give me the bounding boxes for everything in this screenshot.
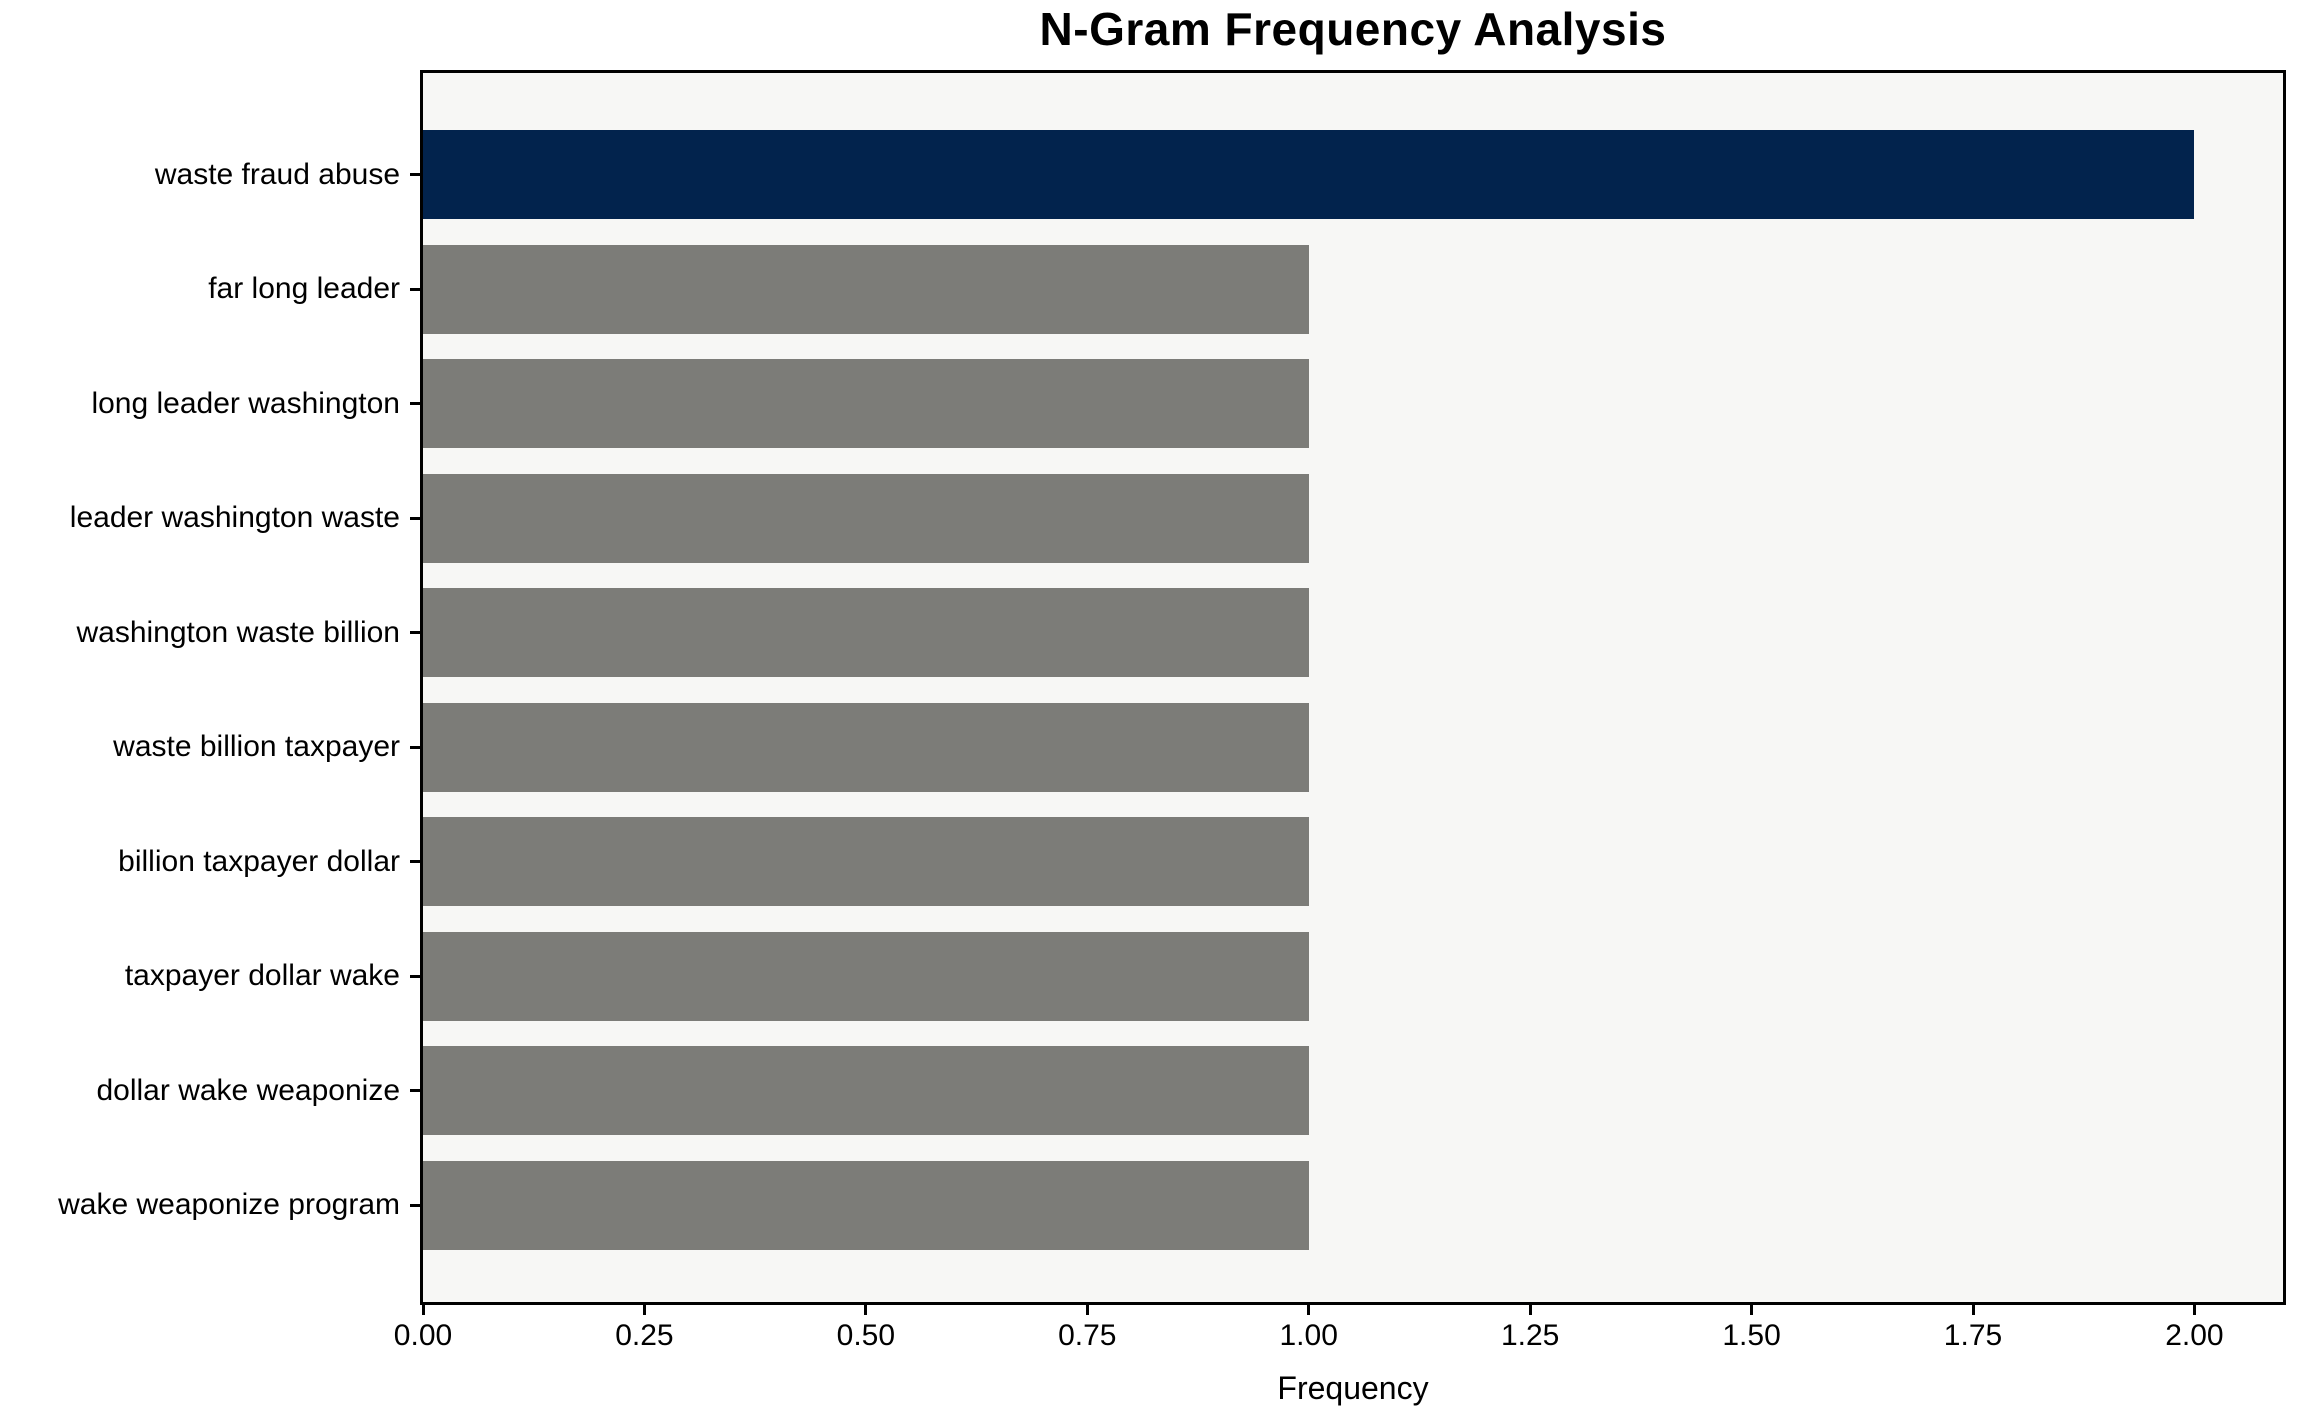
x-tick-label: 1.50 (1722, 1319, 1781, 1352)
y-tick-label: waste fraud abuse (154, 157, 400, 191)
y-tick-label: billion taxpayer dollar (118, 844, 400, 878)
plot-area (420, 70, 2286, 1305)
bar-far-long-leader (423, 244, 1309, 334)
y-tick-label: leader washington waste (69, 501, 400, 534)
y-tick-mark (410, 1203, 420, 1207)
bar-washington-waste-billion (423, 588, 1309, 677)
x-tick-label: 1.00 (1279, 1319, 1338, 1352)
y-tick-mark (410, 631, 420, 634)
bar-waste-fraud-abuse (423, 130, 2195, 219)
y-tick-label: dollar wake weaponize (96, 1073, 400, 1107)
y-tick-mark (410, 402, 420, 405)
y-tick-mark (410, 287, 420, 291)
x-tick-mark (1971, 1305, 1975, 1315)
x-tick-mark (864, 1305, 868, 1315)
y-tick-label: long leader washington (91, 386, 400, 420)
x-tick-mark (1307, 1305, 1311, 1315)
x-tick-label: 0.00 (393, 1319, 453, 1352)
x-tick-mark (1085, 1305, 1089, 1315)
bar-billion-taxpayer-dollar (423, 817, 1309, 906)
x-tick-mark (421, 1305, 425, 1315)
y-tick-mark (410, 516, 420, 520)
x-tick-mark (1528, 1305, 1532, 1315)
y-tick-label: washington waste billion (76, 615, 400, 649)
x-tick-mark (1750, 1305, 1754, 1315)
chart-title: N-Gram Frequency Analysis (1039, 3, 1667, 55)
y-tick-mark (410, 974, 420, 978)
x-tick-mark (642, 1305, 646, 1315)
x-tick-label: 2.00 (2165, 1319, 2224, 1352)
x-axis-title: Frequency (1277, 1370, 1429, 1406)
bar-wake-weaponize-program (423, 1160, 1309, 1250)
x-tick-label: 0.50 (836, 1319, 896, 1352)
x-tick-label: 0.25 (615, 1319, 674, 1352)
bar-dollar-wake-weaponize (423, 1046, 1309, 1135)
y-tick-mark (410, 173, 420, 176)
x-tick-mark (2192, 1305, 2196, 1315)
x-tick-label: 1.75 (1943, 1319, 2003, 1352)
y-tick-mark (410, 1089, 420, 1092)
y-tick-label: far long leader (208, 272, 400, 305)
bar-long-leader-washington (423, 359, 1309, 448)
y-tick-mark (410, 860, 420, 863)
y-tick-label: taxpayer dollar wake (124, 959, 400, 992)
bar-taxpayer-dollar-wake (423, 931, 1309, 1021)
y-tick-label: wake weaponize program (58, 1188, 400, 1221)
bar-leader-washington-waste (423, 473, 1309, 563)
y-tick-mark (410, 745, 420, 749)
y-tick-label: waste billion taxpayer (113, 730, 400, 763)
bar-waste-billion-taxpayer (423, 702, 1309, 792)
x-tick-label: 1.25 (1500, 1319, 1560, 1352)
x-tick-label: 0.75 (1058, 1319, 1117, 1352)
